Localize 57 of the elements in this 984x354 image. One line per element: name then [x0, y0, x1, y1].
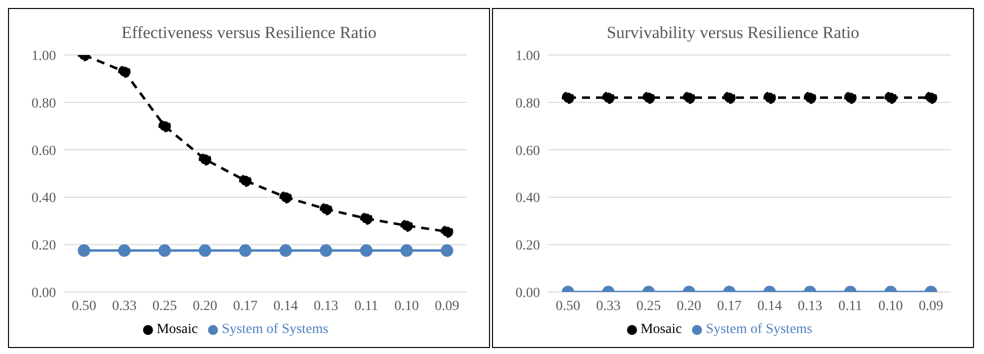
legend-label: Mosaic: [640, 322, 682, 337]
legend-label: System of Systems: [222, 322, 328, 337]
x-tick-label: 0.50: [556, 298, 580, 314]
y-tick-label: 0.60: [516, 144, 540, 159]
x-tick-label: 0.17: [717, 298, 742, 314]
y-tick-label: 0.20: [32, 238, 56, 254]
y-tick-label: 0.00: [516, 286, 540, 301]
x-tick-label: 0.09: [434, 298, 460, 314]
y-tick-label: 0.40: [32, 191, 56, 206]
y-tick-label: 0.80: [32, 96, 56, 112]
point: [158, 244, 171, 257]
x-tick-label: 0.17: [233, 298, 258, 314]
point: [198, 153, 212, 166]
point: [360, 244, 373, 257]
chart-title: Effectiveness versus Resilience Ratio: [120, 23, 378, 44]
x-tick-label: 0.13: [798, 298, 822, 314]
point: [440, 244, 454, 257]
point: [118, 65, 131, 78]
x-tick-label: 0.14: [757, 298, 782, 314]
x-tick-label: 0.50: [72, 298, 96, 314]
point: [360, 212, 373, 225]
point: [158, 120, 171, 132]
x-tick-label: 0.10: [878, 298, 903, 314]
point: [400, 219, 413, 232]
point: [440, 225, 454, 238]
x-tick-label: 0.13: [314, 298, 338, 314]
y-tick-label: 0.40: [516, 191, 540, 206]
chart-title: Survivability versus Resilience Ratio: [606, 23, 860, 44]
y-tick-label: 1.00: [516, 48, 540, 64]
point: [400, 244, 413, 257]
point: [239, 244, 252, 257]
point: [279, 244, 292, 257]
point: [78, 244, 90, 257]
y-tick-label: 0.00: [32, 286, 56, 301]
x-tick-label: 0.20: [192, 298, 218, 314]
point: [118, 244, 131, 257]
y-tick-label: 1.00: [32, 48, 56, 64]
point: [198, 244, 212, 257]
point: [239, 174, 252, 187]
point: [279, 190, 292, 204]
point: [320, 244, 332, 257]
x-tick-label: 0.20: [676, 298, 702, 314]
x-tick-label: 0.25: [636, 298, 661, 314]
x-tick-label: 0.33: [596, 298, 621, 314]
x-tick-label: 0.14: [273, 298, 298, 314]
y-tick-label: 0.20: [516, 238, 540, 254]
x-tick-label: 0.11: [838, 298, 862, 314]
x-tick-label: 0.11: [354, 298, 378, 314]
y-tick-label: 0.80: [516, 96, 540, 112]
x-tick-label: 0.25: [152, 298, 177, 314]
x-tick-label: 0.10: [394, 298, 419, 314]
point: [320, 202, 332, 216]
x-tick-label: 0.09: [918, 298, 944, 314]
y-tick-label: 0.60: [32, 144, 56, 159]
legend-label: Mosaic: [156, 322, 198, 337]
x-tick-label: 0.33: [112, 298, 137, 314]
legend-label: System of Systems: [706, 322, 812, 337]
